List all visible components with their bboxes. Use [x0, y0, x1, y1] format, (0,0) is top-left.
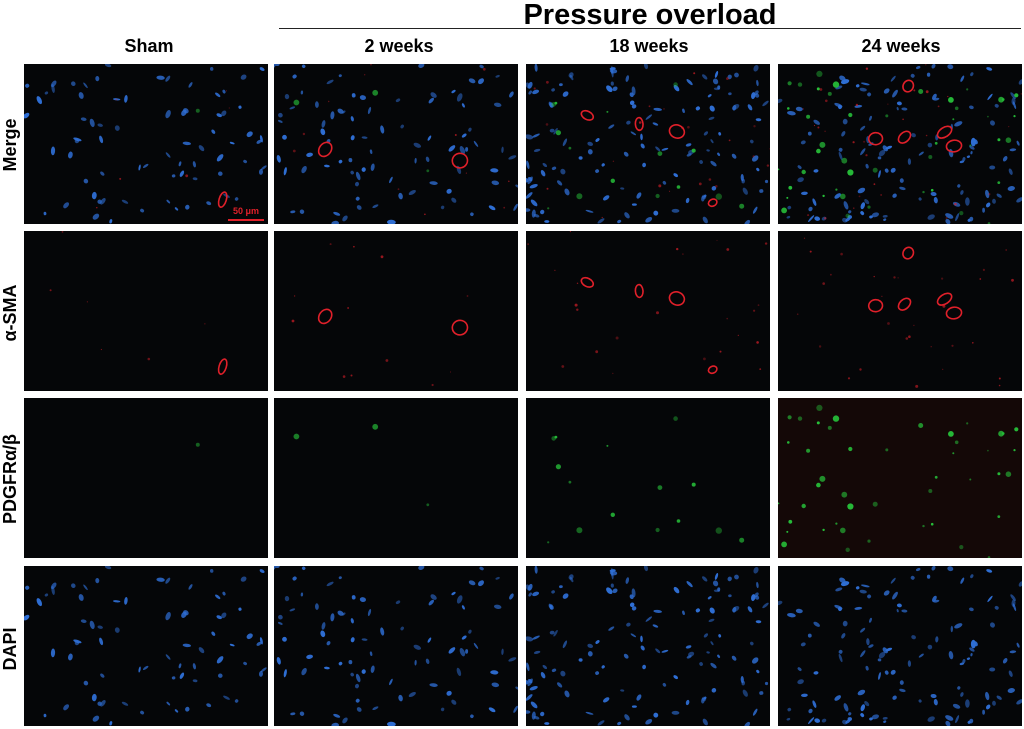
micrograph-alpha-sma-18-weeks [526, 231, 770, 391]
micrograph-merge-24-weeks [778, 64, 1022, 224]
scale-bar [228, 219, 264, 221]
micrograph-dapi-sham [24, 566, 268, 726]
group-header-line [279, 28, 1021, 29]
micrograph-merge-18-weeks [526, 64, 770, 224]
column-header-sham: Sham [124, 36, 174, 56]
micrograph-alpha-sma-sham [24, 231, 268, 391]
row-label-merge: Merge [0, 118, 20, 172]
row-label-dapi: DAPI [0, 627, 20, 671]
micrograph-pdgfr-24-weeks [778, 398, 1022, 558]
micrograph-merge-sham [24, 64, 268, 224]
row-label-alpha-sma: α-SMA [0, 284, 20, 342]
micrograph-merge-2-weeks [274, 64, 518, 224]
micrograph-pdgfr-2-weeks [274, 398, 518, 558]
scale-bar-label: 50 μm [232, 206, 260, 216]
column-header-18-weeks: 18 weeks [609, 36, 689, 56]
micrograph-dapi-18-weeks [526, 566, 770, 726]
micrograph-dapi-24-weeks [778, 566, 1022, 726]
micrograph-pdgfr-sham [24, 398, 268, 558]
micrograph-alpha-sma-24-weeks [778, 231, 1022, 391]
micrograph-pdgfr-18-weeks [526, 398, 770, 558]
micrograph-dapi-2-weeks [274, 566, 518, 726]
row-label-pdgfr: PDGFRα/β [0, 433, 20, 525]
column-header-2-weeks: 2 weeks [364, 36, 434, 56]
micrograph-alpha-sma-2-weeks [274, 231, 518, 391]
column-header-24-weeks: 24 weeks [861, 36, 941, 56]
group-header: Pressure overload [523, 0, 777, 31]
